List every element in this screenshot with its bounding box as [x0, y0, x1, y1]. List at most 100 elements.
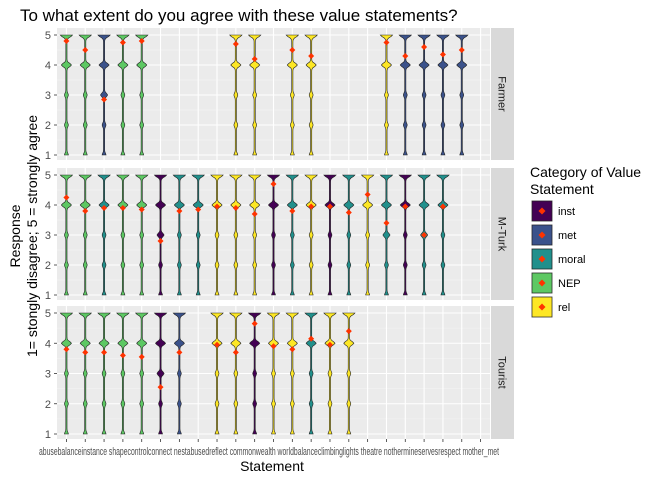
- violin-rel: [247, 34, 262, 156]
- violin-moral: [191, 174, 206, 296]
- legend-mean-point: [538, 207, 546, 215]
- violin-NEP: [134, 174, 149, 296]
- mean-point: [101, 205, 108, 211]
- mean-point: [138, 206, 145, 213]
- violin-met: [454, 34, 469, 156]
- violin-met: [398, 34, 413, 156]
- violin-moral: [172, 174, 187, 296]
- legend-item: rel: [531, 296, 570, 318]
- y-tick-label: 1: [45, 150, 51, 162]
- violin-inst: [323, 174, 337, 296]
- y-tick-label: 3: [45, 90, 51, 102]
- facet-panel: 1 2 3 4 5 M-Turk: [45, 168, 514, 302]
- mean-point: [157, 384, 164, 391]
- legend-item: moral: [531, 248, 586, 270]
- legend-title-line1: Category of Value: [530, 164, 641, 180]
- facet-strip-label: Tourist: [496, 356, 508, 388]
- violin-rel: [210, 174, 224, 296]
- violin-moral: [379, 174, 394, 296]
- y-tick-label: 4: [45, 338, 51, 350]
- mean-point: [421, 44, 428, 50]
- y-tick-label: 4: [45, 200, 51, 212]
- violin-NEP: [78, 174, 93, 296]
- mean-point: [308, 335, 315, 342]
- mean-point: [82, 208, 89, 214]
- facet-strip: [491, 168, 514, 300]
- mean-point: [232, 205, 239, 211]
- x-axis-title: Statement: [240, 458, 304, 474]
- violin-inst: [153, 174, 168, 296]
- legend-label: rel: [558, 302, 570, 314]
- facet-panel: 1 2 3 4 5 Tourist: [45, 306, 514, 441]
- y-tick-label: 5: [45, 308, 51, 320]
- violin-rel: [379, 34, 394, 156]
- legend-label: met: [558, 230, 576, 242]
- mean-point: [326, 203, 333, 210]
- y-tick-label: 2: [45, 399, 51, 411]
- violin-moral: [436, 174, 450, 296]
- chart-title: To what extent do you agree with these v…: [20, 6, 458, 25]
- violin-NEP: [116, 312, 130, 435]
- violin-NEP: [59, 34, 74, 156]
- mean-point: [326, 341, 333, 348]
- mean-point: [402, 203, 409, 210]
- mean-point: [119, 205, 126, 211]
- mean-point: [119, 39, 126, 46]
- facet-strip: [491, 306, 514, 439]
- violin-rel: [285, 312, 300, 435]
- mean-point: [270, 181, 277, 187]
- mean-point: [101, 349, 108, 356]
- y-tick-label: 3: [45, 230, 51, 242]
- violin-rel: [341, 312, 356, 435]
- y-tick-label: 2: [45, 120, 51, 132]
- mean-point: [345, 209, 352, 216]
- violin-moral: [285, 174, 300, 296]
- mean-point: [195, 206, 202, 213]
- mean-point: [364, 191, 371, 198]
- violin-NEP: [59, 312, 74, 435]
- y-tick-label: 5: [45, 170, 51, 182]
- legend-item: NEP: [531, 272, 581, 294]
- violin-NEP: [59, 174, 74, 296]
- violin-rel: [360, 174, 375, 296]
- violin-rel: [266, 312, 281, 435]
- mean-point: [82, 47, 89, 53]
- mean-point: [251, 56, 258, 62]
- facet-strip-label: M-Turk: [496, 217, 508, 252]
- legend-keys: inst met moral NEP rel: [531, 200, 586, 318]
- mean-point: [157, 238, 164, 244]
- legend-mean-point: [538, 303, 546, 311]
- violin-moral: [304, 312, 318, 435]
- violin-moral: [97, 174, 111, 296]
- y-tick-label: 3: [45, 369, 51, 381]
- mean-point: [458, 47, 465, 53]
- mean-point: [345, 328, 352, 335]
- legend-item: met: [531, 224, 576, 246]
- legend-label: moral: [558, 254, 586, 266]
- facet-strip: [491, 28, 514, 160]
- mean-point: [308, 53, 315, 59]
- legend-title-line2: Statement: [530, 181, 594, 197]
- y-tick-label: 5: [45, 30, 51, 42]
- mean-point: [289, 346, 296, 353]
- violin-met: [97, 34, 111, 156]
- mean-point: [251, 211, 258, 217]
- violin-NEP: [134, 34, 149, 156]
- mean-point: [383, 39, 390, 46]
- violin-rel: [210, 312, 224, 435]
- y-tick-label: 1: [45, 429, 51, 441]
- mean-point: [232, 349, 239, 356]
- violin-NEP: [78, 34, 93, 156]
- violin-rel: [229, 174, 243, 296]
- y-tick-label: 1: [45, 290, 51, 302]
- mean-point: [270, 343, 277, 350]
- legend-mean-point: [538, 231, 546, 239]
- mean-point: [289, 208, 296, 214]
- violin-inst: [398, 174, 413, 296]
- y-axis-title-line1: Response: [7, 204, 23, 267]
- mean-point: [383, 220, 390, 226]
- violin-inst: [266, 174, 281, 296]
- mean-point: [214, 203, 221, 210]
- mean-point: [63, 38, 70, 44]
